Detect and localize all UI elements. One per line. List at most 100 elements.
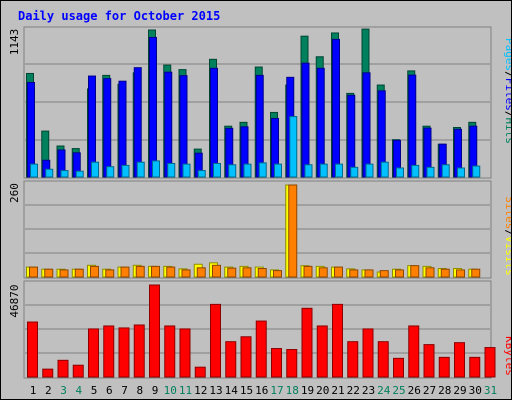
pages-bar [350, 166, 359, 178]
pages-bar [243, 163, 252, 178]
pages-bar [335, 163, 343, 178]
files-bar [27, 81, 35, 178]
y-max-label-kbytes: 46870 [8, 284, 21, 317]
files-bar [255, 74, 264, 178]
kbytes-bar [225, 341, 237, 378]
kbytes-bar [133, 324, 145, 378]
kbytes-bar [271, 348, 282, 378]
kbytes-bar [103, 325, 115, 378]
y-max-label-visits: 260 [8, 183, 21, 203]
pages-bar [197, 170, 206, 178]
pages-bar [228, 164, 237, 178]
pages-bar [60, 170, 69, 178]
day-label: 24 [377, 384, 391, 397]
files-bar [179, 75, 188, 178]
sites-bar [379, 270, 389, 278]
panel-kbytes: 46870 KBytes [8, 280, 511, 379]
day-label: 15 [240, 384, 253, 397]
day-label: 27 [423, 384, 436, 397]
sites-bar [74, 268, 84, 278]
kbytes-bar [164, 325, 176, 378]
day-label: 8 [136, 384, 143, 397]
day-label: 11 [179, 384, 192, 397]
sites-bar [59, 269, 69, 278]
y-max-label-hits: 1143 [8, 29, 21, 56]
legend-files: Files [503, 78, 511, 111]
pages-bar [441, 164, 450, 178]
kbytes-bars [27, 284, 496, 378]
day-label: 28 [438, 384, 451, 397]
pages-bar [167, 162, 176, 178]
day-label: 21 [331, 384, 344, 397]
day-label: 1 [30, 384, 37, 397]
kbytes-bar [377, 341, 389, 378]
legend-visits-sites: Sites/Visits [503, 196, 511, 276]
legend-pages: Pages [503, 38, 511, 71]
legend-hits: Hits [503, 118, 511, 145]
kbytes-bar [88, 328, 99, 378]
pages-bar [319, 163, 328, 178]
legend-visits: Visits [503, 236, 511, 276]
day-label: 16 [255, 384, 268, 397]
files-bar [347, 94, 356, 178]
sites-bar [181, 269, 191, 278]
sites-bar [44, 268, 54, 278]
pages-bar [411, 164, 420, 178]
legend-sites: Sites [503, 196, 511, 229]
sites-bar [303, 265, 313, 278]
sites-bar [440, 268, 450, 278]
sites-bar [410, 265, 420, 278]
day-label: 14 [225, 384, 239, 397]
kbytes-bar [27, 321, 38, 378]
pages-bar [396, 167, 404, 178]
pages-bar [426, 166, 435, 178]
sites-bar [135, 265, 145, 278]
legend-separator: / [503, 229, 511, 236]
kbytes-bar [240, 336, 252, 378]
pages-bar [136, 161, 145, 178]
day-label: 13 [209, 384, 222, 397]
files-bar [103, 78, 112, 178]
pages-bar [30, 163, 38, 178]
chart-title: Daily usage for October 2015 [18, 9, 220, 23]
sites-bar [242, 267, 252, 278]
pages-bar [380, 161, 389, 178]
day-label: 17 [270, 384, 283, 397]
files-bar [118, 80, 127, 178]
kbytes-bar [454, 342, 465, 378]
day-label: 19 [301, 384, 314, 397]
kbytes-bar [179, 328, 191, 378]
day-label: 23 [362, 384, 375, 397]
hits-files-pages-bars [26, 28, 481, 178]
sites-bar [471, 268, 481, 278]
pages-bar [121, 164, 130, 178]
sites-bar [120, 266, 130, 278]
kbytes-bar [332, 303, 343, 378]
day-label: 4 [75, 384, 82, 397]
kbytes-bar [118, 327, 130, 378]
pages-bar [289, 116, 298, 178]
kbytes-bar [362, 328, 374, 378]
files-bar [164, 71, 173, 178]
files-bar [149, 36, 157, 178]
day-label: 31 [484, 384, 497, 397]
sites-bar [257, 268, 267, 278]
sites-bar [90, 265, 99, 278]
sites-bar [212, 264, 221, 278]
pages-bar [106, 166, 115, 178]
kbytes-bar [149, 284, 160, 378]
sites-bar [151, 265, 160, 278]
sites-bar [364, 269, 374, 278]
sites-bar [166, 266, 176, 278]
pages-bar [45, 168, 54, 178]
day-label: 22 [347, 384, 360, 397]
sites-bar [318, 267, 328, 278]
files-bar [362, 72, 371, 178]
day-labels: 1 2 3 4 5 6 7 8 9 10 11 12 13 14 15 16 17 18 19 20 21 22 23 24 2… [30, 384, 497, 397]
pages-bar [213, 162, 221, 178]
kbytes-bar [57, 359, 69, 378]
kbytes-bar [484, 347, 496, 378]
sites-bar [196, 267, 206, 278]
kbytes-bar [286, 349, 298, 378]
